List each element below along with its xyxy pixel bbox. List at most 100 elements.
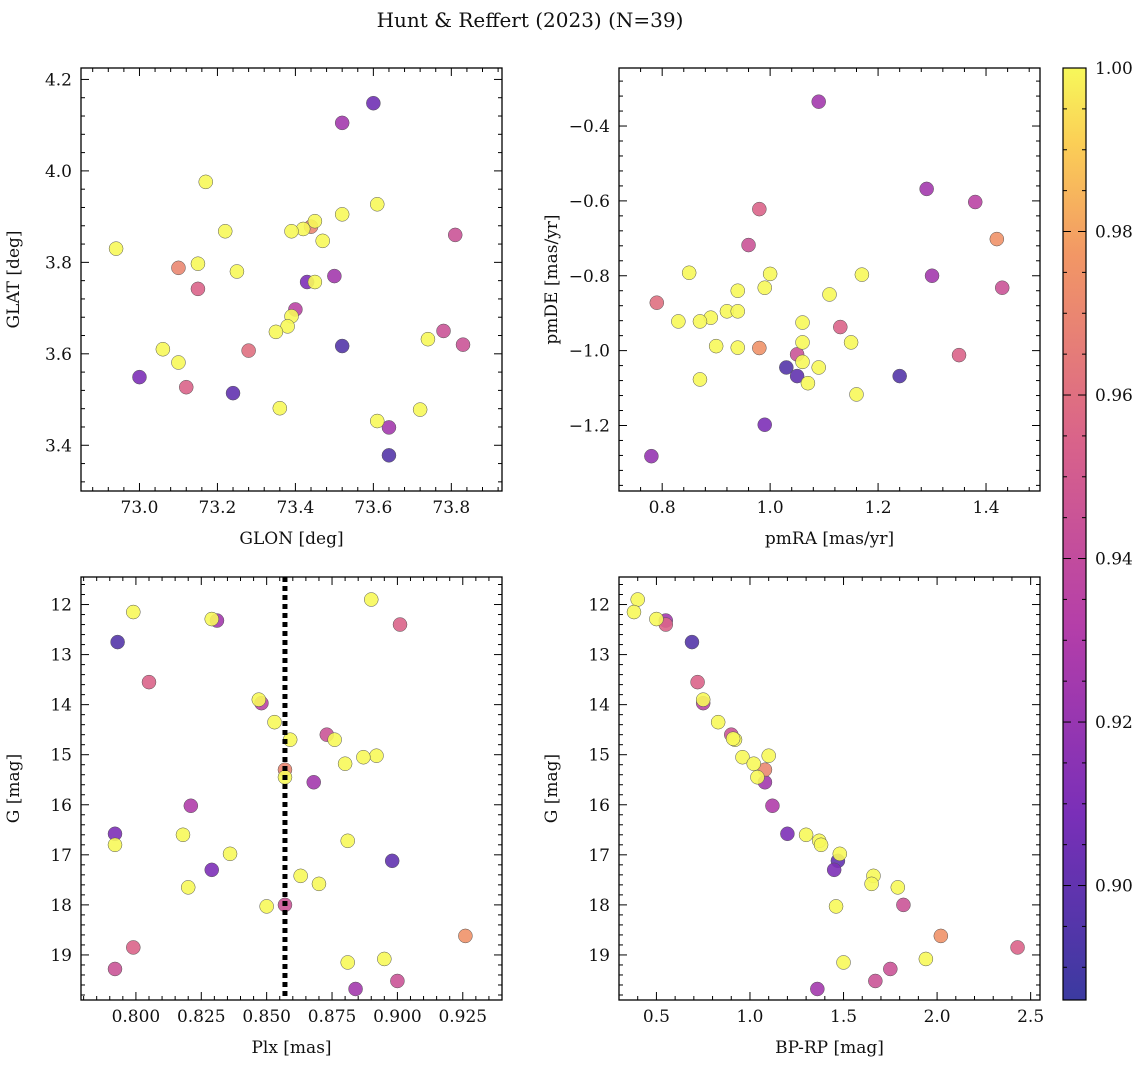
x-tick-label: 2.0	[924, 1007, 951, 1027]
data-point	[384, 853, 400, 869]
x-tick-label: 73.8	[432, 498, 470, 518]
x-tick-label: 0.800	[112, 1007, 161, 1027]
data-point	[854, 267, 870, 282]
data-point	[155, 341, 171, 357]
data-point	[225, 385, 241, 401]
data-point	[800, 375, 816, 391]
x-tick-label: 73.4	[276, 498, 314, 518]
y-tick-label: 16	[50, 796, 72, 816]
x-tick-label: 0.900	[373, 1007, 422, 1027]
x-tick-label: 0.5	[643, 1007, 670, 1027]
y-tick-label: 12	[588, 596, 610, 616]
x-tick-label: 1.4	[973, 498, 1000, 518]
data-point	[695, 692, 711, 707]
data-point	[327, 732, 342, 747]
panel-pmra-pmde: 0.8 1.0 1.2 1.4 −1.2 −1.0 −0.8 −0.6 −0.4 pmRA [ma…	[542, 67, 1041, 549]
data-point	[730, 283, 745, 298]
data-point	[107, 961, 123, 977]
figure-title: Hunt & Reffert (2023) (N=39)	[377, 8, 684, 32]
data-point	[832, 846, 848, 862]
panel-plx-g: 0.800 0.825 0.850 0.875 0.900 0.925 12 13 14 15 16…	[4, 576, 503, 1058]
data-point	[171, 355, 186, 370]
y-tick-label: −0.6	[569, 192, 610, 212]
data-point	[377, 951, 392, 967]
x-axis-label: GLON [deg]	[239, 529, 343, 549]
data-point	[251, 692, 267, 707]
data-point	[334, 115, 350, 131]
y-tick-label: −0.4	[569, 117, 610, 137]
y-axis-label: G [mag]	[4, 754, 24, 823]
y-tick-label: 18	[588, 896, 610, 916]
data-point	[757, 280, 772, 295]
x-tick-label: 73.6	[354, 498, 392, 518]
data-point	[107, 837, 123, 853]
data-point	[811, 94, 826, 109]
data-point	[370, 197, 385, 212]
y-tick-label: 19	[50, 946, 72, 966]
data-point	[171, 260, 186, 276]
axes-frame	[80, 67, 503, 492]
data-point	[671, 314, 686, 329]
y-tick-label: 3.6	[45, 345, 72, 365]
data-point	[307, 213, 323, 229]
data-point	[757, 417, 772, 432]
data-point	[833, 319, 848, 335]
data-point	[967, 194, 983, 210]
y-tick-label: 3.4	[45, 436, 72, 456]
data-point	[822, 287, 837, 302]
axes-frame	[618, 67, 1041, 492]
data-point	[327, 268, 342, 284]
y-tick-label: 12	[50, 596, 72, 616]
x-axis-label: Plx [mas]	[251, 1038, 331, 1058]
data-point	[455, 337, 471, 352]
data-point	[412, 402, 428, 417]
data-point	[919, 181, 934, 197]
data-point	[780, 826, 795, 842]
data-point	[630, 592, 645, 607]
data-point	[644, 448, 659, 464]
data-point	[390, 973, 405, 989]
data-point	[204, 862, 219, 878]
y-tick-label: 14	[50, 696, 72, 716]
data-point	[217, 224, 233, 239]
data-point	[141, 674, 157, 690]
data-point	[989, 231, 1005, 247]
data-point	[795, 354, 810, 370]
data-point	[843, 335, 859, 350]
data-point	[811, 360, 826, 375]
axes-frame	[80, 576, 503, 1001]
data-point	[307, 274, 323, 290]
data-point	[340, 833, 355, 849]
data-point	[933, 928, 949, 944]
data-point	[370, 413, 385, 429]
data-point	[690, 674, 705, 690]
data-point	[828, 899, 844, 914]
colorbar-tick-label: 0.94	[1095, 550, 1133, 570]
colorbar-gradient	[1062, 67, 1087, 1001]
y-axis-label: G [mag]	[542, 754, 562, 823]
x-tick-label: 1.2	[865, 498, 892, 518]
data-point	[284, 224, 299, 239]
data-point	[735, 749, 750, 765]
data-point	[798, 827, 814, 843]
data-point	[1010, 940, 1025, 955]
y-tick-label: 14	[588, 696, 610, 716]
data-point	[892, 368, 907, 384]
data-point	[864, 876, 879, 892]
data-point	[918, 951, 934, 967]
data-point	[810, 981, 825, 997]
data-point	[708, 338, 724, 354]
data-point	[190, 281, 206, 297]
x-tick-label: 0.875	[308, 1007, 357, 1027]
data-point	[392, 617, 408, 632]
data-point	[994, 280, 1010, 295]
data-point	[868, 973, 883, 989]
data-point	[746, 756, 761, 771]
data-point	[348, 981, 363, 997]
data-point	[179, 379, 194, 395]
x-tick-label: 0.8	[649, 498, 676, 518]
y-tick-label: 16	[588, 796, 610, 816]
data-point	[183, 798, 199, 814]
data-point	[826, 862, 842, 878]
x-tick-label: 1.0	[757, 498, 784, 518]
